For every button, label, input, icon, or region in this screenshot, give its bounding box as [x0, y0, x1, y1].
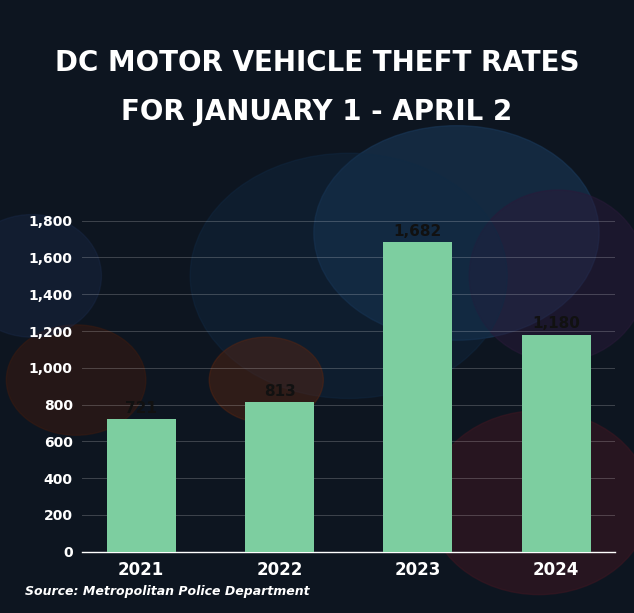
Text: 813: 813 [264, 384, 295, 399]
Ellipse shape [190, 153, 507, 398]
Bar [384, 242, 453, 552]
Ellipse shape [0, 215, 101, 337]
Bar [245, 402, 314, 552]
Text: DC MOTOR VEHICLE THEFT RATES: DC MOTOR VEHICLE THEFT RATES [55, 49, 579, 77]
Ellipse shape [6, 325, 146, 435]
Text: 1,682: 1,682 [394, 224, 442, 239]
Bar [107, 419, 176, 552]
Ellipse shape [209, 337, 323, 423]
Bar [522, 335, 591, 552]
Ellipse shape [469, 190, 634, 362]
Text: FOR JANUARY 1 - APRIL 2: FOR JANUARY 1 - APRIL 2 [121, 98, 513, 126]
Text: Source: Metropolitan Police Department: Source: Metropolitan Police Department [25, 585, 310, 598]
Ellipse shape [428, 411, 634, 595]
Ellipse shape [314, 126, 599, 340]
Text: 1,180: 1,180 [533, 316, 580, 332]
Text: 721: 721 [126, 401, 157, 416]
